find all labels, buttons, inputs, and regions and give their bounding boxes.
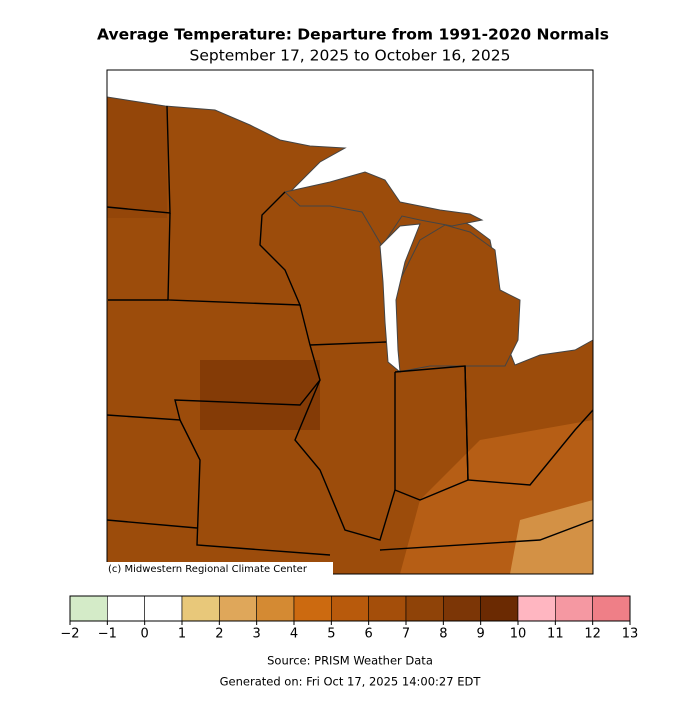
tick-label: 6 [365,627,373,642]
tick-label: 2 [215,627,223,642]
tick-label: 9 [477,627,485,642]
color-box [107,595,145,622]
color-box [368,595,407,622]
tick-label: 1 [178,627,186,642]
color-box [331,595,369,622]
color-box [219,595,257,622]
color-box [480,595,519,622]
colorbar-frame [69,595,631,622]
colorbar: −2 −1 0 1 2 3 4 5 6 7 8 9 10 11 12 13 [60,595,639,642]
tick-label: 3 [253,627,261,642]
color-box [293,595,332,622]
color-box [517,595,556,622]
color-box [144,595,183,622]
source: Source: PRISM Weather Data [267,654,433,668]
tick-label: 10 [510,627,527,642]
map-credit: (c) Midwestern Regional Climate Center [108,564,308,575]
tick-label: 8 [439,627,447,642]
title: Average Temperature: Departure from 1991… [97,26,609,44]
color-box [592,595,631,622]
color-box [405,595,444,622]
tick-label: 0 [141,627,149,642]
tick-label: 12 [584,627,601,642]
map: (c) Midwestern Regional Climate Center [105,69,594,575]
color-box [555,595,593,622]
subtitle: September 17, 2025 to October 16, 2025 [189,47,510,65]
tick-label: 13 [622,627,639,642]
generated: Generated on: Fri Oct 17, 2025 14:00:27 … [220,675,482,689]
tick-label: 11 [547,627,564,642]
color-box [181,595,220,622]
tick-label: −1 [98,627,117,642]
tick-label: 7 [402,627,410,642]
tick-label: −2 [60,627,79,642]
color-box [443,595,481,622]
tick-label: 4 [290,627,298,642]
color-box [69,595,108,622]
tick-label: 5 [327,627,335,642]
color-box [256,595,295,622]
